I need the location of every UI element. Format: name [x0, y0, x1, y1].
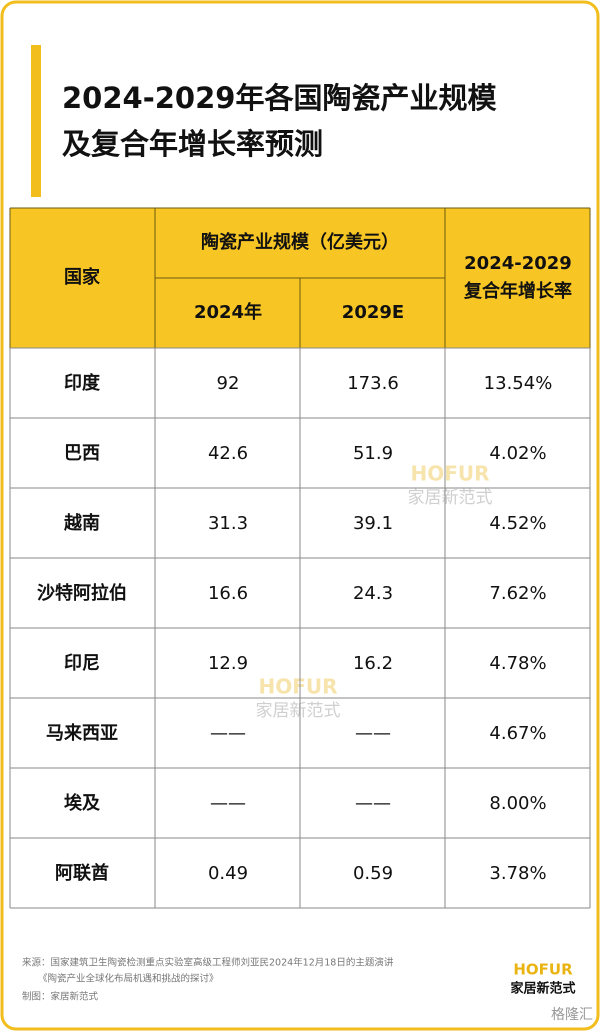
- watermark-en: HOFUR: [410, 462, 489, 486]
- value-cell: ——: [355, 723, 391, 744]
- value-cell: 0.49: [208, 863, 248, 884]
- country-cell: 埃及: [64, 792, 101, 814]
- country-cell: 马来西亚: [46, 723, 118, 744]
- source-note: 《陶瓷产业全球化布局机遇和挑战的探讨》: [38, 973, 219, 985]
- value-cell: 12.9: [208, 653, 248, 674]
- value-cell: 42.6: [208, 443, 248, 464]
- value-cell: 16.2: [353, 653, 393, 674]
- country-cell: 巴西: [64, 443, 100, 464]
- value-cell: 4.67%: [489, 723, 546, 744]
- value-cell: 173.6: [347, 373, 399, 394]
- country-cell: 沙特阿拉伯: [37, 582, 127, 604]
- header-country: 国家: [64, 266, 101, 288]
- watermark-zh: 家居新范式: [256, 701, 341, 721]
- value-cell: 13.54%: [484, 373, 553, 394]
- value-cell: ——: [210, 723, 246, 744]
- header-2029: 2029E: [342, 302, 404, 323]
- country-cell: 阿联酋: [55, 862, 109, 884]
- value-cell: 92: [217, 373, 240, 394]
- header-cagr: 复合年增长率: [463, 280, 572, 302]
- value-cell: 3.78%: [489, 863, 546, 884]
- title-bar: [31, 45, 41, 197]
- value-cell: 0.59: [353, 863, 393, 884]
- country-cell: 印尼: [64, 653, 100, 674]
- value-cell: 31.3: [208, 513, 248, 534]
- value-cell: 39.1: [353, 513, 393, 534]
- value-cell: 51.9: [353, 443, 393, 464]
- value-cell: 4.02%: [489, 443, 546, 464]
- logo-zh: 家居新范式: [510, 981, 575, 997]
- header-size: 陶瓷产业规模（亿美元）: [201, 231, 399, 253]
- value-cell: 7.62%: [489, 583, 546, 604]
- country-cell: 印度: [64, 372, 101, 394]
- country-cell: 越南: [63, 512, 100, 534]
- value-cell: 8.00%: [489, 793, 546, 814]
- value-cell: 4.78%: [489, 653, 546, 674]
- title: 2024-2029年各国陶瓷产业规模: [62, 81, 497, 115]
- made-by: 制图：家居新范式: [22, 991, 99, 1003]
- watermark-en: HOFUR: [258, 675, 337, 699]
- value-cell: 24.3: [353, 583, 393, 604]
- value-cell: ——: [210, 793, 246, 814]
- value-cell: ——: [355, 793, 391, 814]
- platform-watermark: 格隆汇: [551, 1007, 593, 1023]
- source-note: 来源：国家建筑卫生陶瓷检测重点实验室高级工程师刘亚民2024年12月18日的主题…: [22, 957, 394, 969]
- header-cagr: 2024-2029: [464, 253, 572, 274]
- header-2024: 2024年: [194, 301, 262, 323]
- logo-en: HOFUR: [513, 961, 573, 979]
- value-cell: 16.6: [208, 583, 248, 604]
- title: 及复合年增长率预测: [62, 127, 323, 161]
- value-cell: 4.52%: [489, 513, 546, 534]
- watermark-zh: 家居新范式: [408, 488, 493, 508]
